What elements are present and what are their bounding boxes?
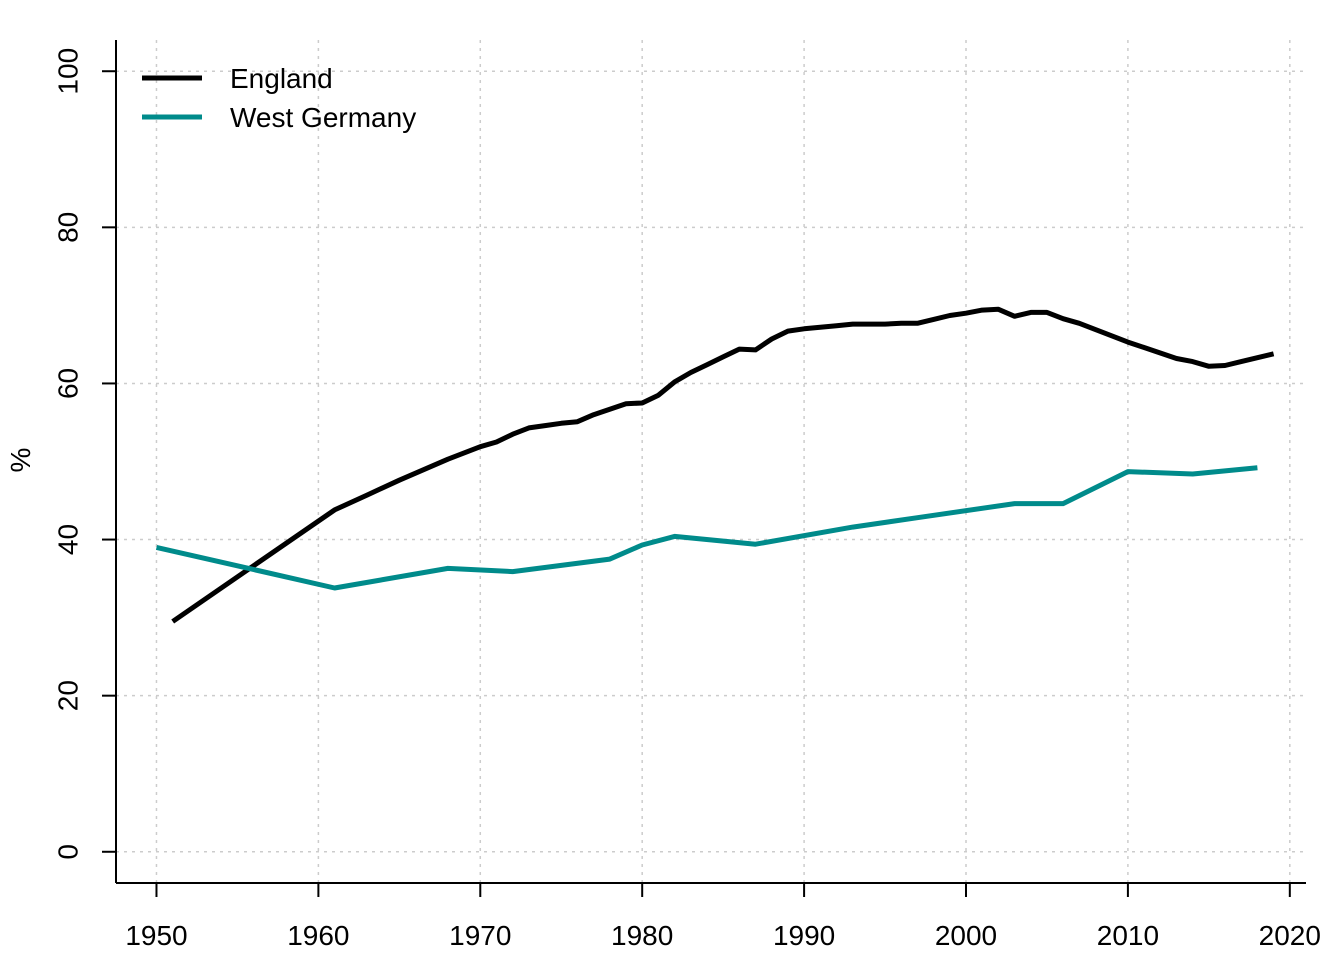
x-tick-label: 1980 [611, 920, 673, 951]
x-tick-label: 1990 [773, 920, 835, 951]
series-line-west-germany [155, 465, 1258, 591]
y-axis-title: % [5, 448, 36, 473]
legend-label-west-germany: West Germany [230, 102, 416, 133]
y-tick-label: 80 [53, 212, 84, 243]
y-tick-label: 0 [53, 844, 84, 860]
x-tick-label: 1950 [125, 920, 187, 951]
x-tick-label: 1960 [287, 920, 349, 951]
axes [115, 40, 1306, 884]
y-tick-label: 100 [53, 48, 84, 95]
legend: England West Germany [142, 63, 416, 133]
y-tick-label: 40 [53, 524, 84, 555]
y-tick-label: 60 [53, 368, 84, 399]
x-tick-label: 1970 [449, 920, 511, 951]
legend-label-england: England [230, 63, 333, 94]
series-line-england [171, 306, 1275, 624]
y-axis-ticks: 0 20 40 60 80 100 [53, 48, 116, 860]
series-lines [155, 306, 1275, 624]
x-tick-label: 2010 [1097, 920, 1159, 951]
y-tick-label: 20 [53, 680, 84, 711]
x-axis-ticks: 1950 1960 1970 1980 1990 2000 2010 2020 [125, 883, 1321, 951]
grid [116, 40, 1306, 883]
x-tick-label: 2000 [935, 920, 997, 951]
x-tick-label: 2020 [1259, 920, 1321, 951]
